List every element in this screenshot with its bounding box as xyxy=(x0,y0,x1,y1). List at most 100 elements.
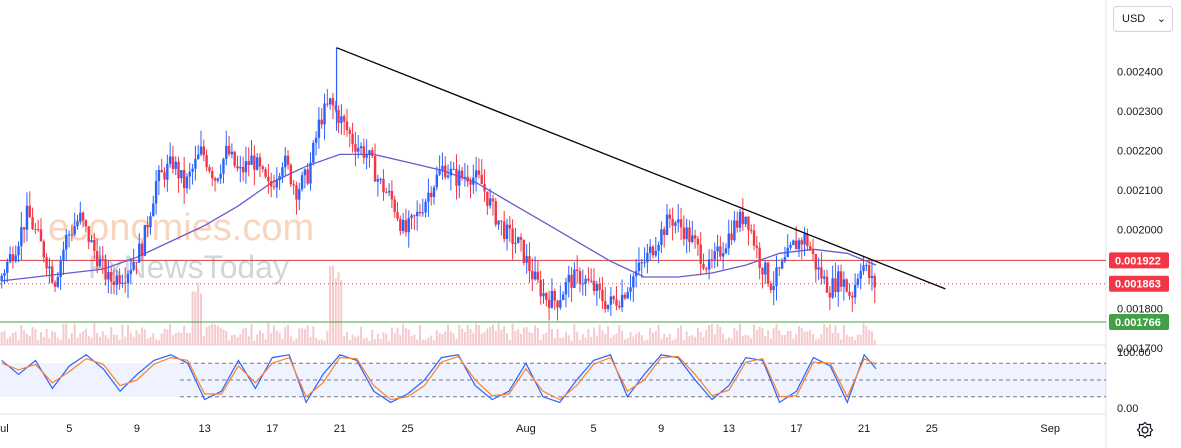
volume-bar xyxy=(163,328,166,345)
volume-bar xyxy=(792,338,795,345)
candle-body xyxy=(255,157,259,170)
volume-bar xyxy=(730,338,733,345)
volume-bar xyxy=(447,324,450,345)
volume-bar xyxy=(716,323,719,345)
volume-bar xyxy=(466,324,469,345)
candle-body xyxy=(783,257,787,262)
candle-body xyxy=(194,159,197,169)
volume-bar xyxy=(626,338,629,345)
chart-settings-button[interactable] xyxy=(1136,421,1154,439)
volume-bar xyxy=(854,340,857,345)
volume-bar xyxy=(0,332,3,345)
candle-body xyxy=(584,278,587,284)
volume-bar xyxy=(764,336,767,345)
candle-body xyxy=(831,278,834,298)
volume-bar xyxy=(820,334,823,345)
time-axis[interactable]: Jul 5 9 13 17 21 25 Aug 5 9 13 17 21 25 Sep xyxy=(0,423,1060,435)
candle-body xyxy=(561,294,565,301)
candle-body xyxy=(138,243,141,263)
volume-bar xyxy=(663,333,666,345)
candle-body xyxy=(334,105,337,111)
candle-body xyxy=(401,220,405,232)
volume-bar xyxy=(121,324,124,345)
candle-body xyxy=(660,229,663,245)
candle-body xyxy=(180,170,183,179)
volume-bar xyxy=(174,333,177,345)
volume-bar xyxy=(503,326,506,345)
volume-bar xyxy=(767,330,770,345)
volume-bar xyxy=(200,293,203,345)
volume-bar xyxy=(441,334,444,345)
candle-body xyxy=(663,229,666,236)
candle-body xyxy=(688,227,691,243)
volume-bar xyxy=(581,333,584,345)
candle-body xyxy=(48,266,51,269)
volume-bar xyxy=(267,323,270,345)
volume-bar xyxy=(480,333,483,345)
candle-body xyxy=(517,237,520,243)
volume-bar xyxy=(317,340,320,345)
candle-body xyxy=(792,240,795,245)
candle-body xyxy=(146,225,149,228)
candle-body xyxy=(135,262,138,264)
volume-bar xyxy=(486,328,489,345)
price-axis[interactable]: 0.002400 0.002300 0.002200 0.002100 0.002000… xyxy=(1117,66,1163,355)
time-tick-label: 13 xyxy=(199,423,211,435)
candles xyxy=(0,47,876,321)
volume-bar xyxy=(463,332,466,345)
volume-bar xyxy=(646,339,649,345)
volume-bar xyxy=(713,334,716,345)
volume-bar xyxy=(528,331,531,345)
candle-body xyxy=(595,283,599,292)
candle-body xyxy=(494,201,497,225)
candle-body xyxy=(794,240,798,250)
candle-body xyxy=(744,216,747,225)
candle-body xyxy=(758,247,761,269)
candle-body xyxy=(424,201,427,213)
watermark-sub-text: FxNewsToday xyxy=(88,249,289,285)
volume-bar xyxy=(483,332,486,345)
volume-bar xyxy=(806,331,809,345)
volume-bar xyxy=(834,325,837,345)
volume-bar xyxy=(315,337,318,345)
candle-body xyxy=(177,161,180,179)
volume-bar xyxy=(68,338,71,345)
candle-body xyxy=(542,293,545,297)
currency-select[interactable]: USD ⌄ xyxy=(1113,6,1173,32)
candle-body xyxy=(410,215,413,219)
candle-body xyxy=(337,110,340,123)
candle-body xyxy=(76,221,79,227)
volume-bar xyxy=(191,291,194,345)
candle-body xyxy=(93,240,96,251)
volume-bar xyxy=(34,329,37,345)
candle-body xyxy=(227,145,231,155)
candle-body xyxy=(853,284,857,298)
candle-body xyxy=(691,235,694,243)
volume-bar xyxy=(25,333,28,345)
candle-body xyxy=(143,225,147,256)
candle-body xyxy=(713,251,716,260)
volume-bar xyxy=(31,326,34,345)
volume-bar xyxy=(666,336,669,345)
volume-bar xyxy=(803,331,806,345)
volume-bar xyxy=(45,328,48,345)
candle-body xyxy=(22,227,26,230)
candle-body xyxy=(671,218,674,226)
volume-bar xyxy=(584,337,587,345)
volume-bar xyxy=(177,332,180,345)
volume-bar xyxy=(388,340,391,345)
volume-bar xyxy=(517,329,520,345)
chevron-down-icon: ⌄ xyxy=(1156,13,1166,25)
volume-bar xyxy=(598,324,601,345)
trendline[interactable] xyxy=(336,47,946,290)
volume-bar xyxy=(39,332,42,345)
candle-body xyxy=(587,278,590,281)
volume-bar xyxy=(814,339,817,345)
volume-bar xyxy=(809,330,812,345)
candle-body xyxy=(578,271,582,285)
candle-body xyxy=(480,174,483,184)
volume-bar xyxy=(545,332,548,345)
volume-bar xyxy=(278,332,281,345)
candle-body xyxy=(115,275,118,286)
